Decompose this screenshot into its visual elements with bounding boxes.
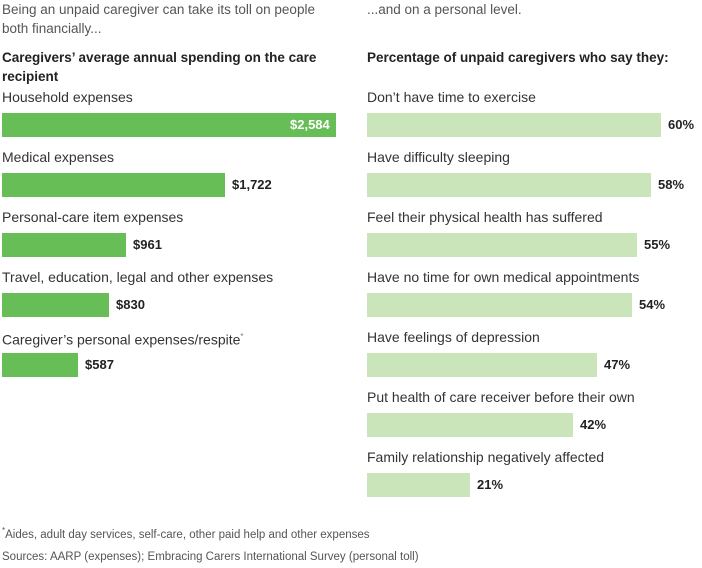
spending-row: Personal-care item expenses $961 bbox=[2, 208, 342, 268]
spending-category-label: Medical expenses bbox=[2, 148, 114, 166]
personal-toll-category-label: Don’t have time to exercise bbox=[367, 88, 536, 106]
spending-bar bbox=[2, 353, 78, 377]
personal-toll-chart-title: Percentage of unpaid caregivers who say … bbox=[367, 50, 669, 65]
footnote: *Aides, adult day services, self-care, o… bbox=[2, 520, 692, 546]
spending-value-label: $587 bbox=[85, 357, 114, 372]
personal-toll-bar bbox=[367, 173, 651, 197]
footnote-marker: * bbox=[2, 526, 6, 535]
personal-toll-category-label: Feel their physical health has suffered bbox=[367, 208, 603, 226]
spending-bars: Household expenses $2,584 Medical expenses… bbox=[2, 88, 342, 388]
personal-toll-category-text: Family relationship negatively affected bbox=[367, 449, 605, 465]
footnote-text: Aides, adult day services, self-care, ot… bbox=[5, 528, 370, 541]
spending-value-label: $1,722 bbox=[232, 177, 272, 192]
personal-toll-value-label: 42% bbox=[580, 417, 607, 432]
spending-category-label: Household expenses bbox=[2, 88, 133, 106]
spending-value-label: $2,584 bbox=[290, 117, 330, 132]
spending-value-label: $830 bbox=[116, 297, 145, 312]
spending-chart-title: Caregivers’ average annual spending on t… bbox=[2, 50, 317, 84]
personal-toll-row: Family relationship negatively affected 2… bbox=[367, 448, 697, 508]
personal-toll-category-text: Have difficulty sleeping bbox=[367, 149, 510, 165]
spending-row: Medical expenses $1,722 bbox=[2, 148, 342, 208]
spending-category-label: Personal-care item expenses bbox=[2, 208, 183, 226]
chart-notes: *Aides, adult day services, self-care, o… bbox=[2, 520, 692, 568]
spending-category-label: Travel, education, legal and other expen… bbox=[2, 268, 273, 286]
personal-toll-row: Don’t have time to exercise 60% bbox=[367, 88, 697, 148]
personal-toll-category-text: Put health of care receiver before their… bbox=[367, 389, 635, 405]
personal-toll-category-label: Have difficulty sleeping bbox=[367, 148, 510, 166]
right-intro: ...and on a personal level. bbox=[367, 2, 522, 17]
personal-toll-category-label: Put health of care receiver before their… bbox=[367, 388, 635, 406]
personal-toll-category-label: Family relationship negatively affected bbox=[367, 448, 604, 466]
spending-category-label: Caregiver’s personal expenses/respite* bbox=[2, 328, 244, 349]
spending-bar bbox=[2, 233, 126, 257]
personal-toll-category-text: Have feelings of depression bbox=[367, 329, 540, 345]
personal-toll-value-label: 21% bbox=[477, 477, 504, 492]
personal-toll-category-label: Have feelings of depression bbox=[367, 328, 540, 346]
personal-toll-value-label: 54% bbox=[639, 297, 666, 312]
personal-toll-bar bbox=[367, 293, 632, 317]
sources: Sources: AARP (expenses); Embracing Care… bbox=[2, 550, 419, 563]
personal-toll-row: Have no time for own medical appointment… bbox=[367, 268, 697, 328]
personal-toll-row: Have feelings of depression 47% bbox=[367, 328, 697, 388]
spending-bar bbox=[2, 293, 109, 317]
spending-category-text: Personal-care item expenses bbox=[2, 209, 184, 225]
personal-toll-bar bbox=[367, 473, 470, 497]
spending-bar bbox=[2, 173, 225, 197]
personal-toll-bar bbox=[367, 413, 573, 437]
spending-category-text: Travel, education, legal and other expen… bbox=[2, 269, 274, 285]
spending-panel: Being an unpaid caregiver can take its t… bbox=[2, 0, 342, 388]
personal-toll-row: Have difficulty sleeping 58% bbox=[367, 148, 697, 208]
left-intro: Being an unpaid caregiver can take its t… bbox=[2, 2, 315, 36]
personal-toll-category-label: Have no time for own medical appointment… bbox=[367, 268, 639, 286]
personal-toll-bar bbox=[367, 113, 661, 137]
spending-value-label: $961 bbox=[133, 237, 162, 252]
personal-toll-value-label: 58% bbox=[658, 177, 685, 192]
spending-category-text: Caregiver’s personal expenses/respite bbox=[2, 331, 241, 348]
personal-toll-category-text: Feel their physical health has suffered bbox=[367, 209, 603, 225]
personal-toll-bar bbox=[367, 353, 597, 377]
spending-category-text: Household expenses bbox=[2, 89, 133, 105]
personal-toll-value-label: 60% bbox=[668, 117, 695, 132]
personal-toll-row: Put health of care receiver before their… bbox=[367, 388, 697, 448]
personal-toll-bar bbox=[367, 233, 637, 257]
footnote-marker: * bbox=[240, 332, 244, 341]
personal-toll-panel: ...and on a personal level. Percentage o… bbox=[367, 0, 697, 508]
spending-row: Travel, education, legal and other expen… bbox=[2, 268, 342, 328]
personal-toll-value-label: 55% bbox=[644, 237, 671, 252]
spending-row: Household expenses $2,584 bbox=[2, 88, 342, 148]
spending-bar bbox=[2, 113, 336, 137]
personal-toll-row: Feel their physical health has suffered 5… bbox=[367, 208, 697, 268]
personal-toll-bars: Don’t have time to exercise 60% Have diffi… bbox=[367, 88, 697, 508]
personal-toll-value-label: 47% bbox=[604, 357, 631, 372]
spending-row: Caregiver’s personal expenses/respite* $5… bbox=[2, 328, 342, 388]
personal-toll-category-text: Have no time for own medical appointment… bbox=[367, 269, 640, 285]
spending-category-text: Medical expenses bbox=[2, 149, 115, 165]
personal-toll-category-text: Don’t have time to exercise bbox=[367, 89, 536, 105]
